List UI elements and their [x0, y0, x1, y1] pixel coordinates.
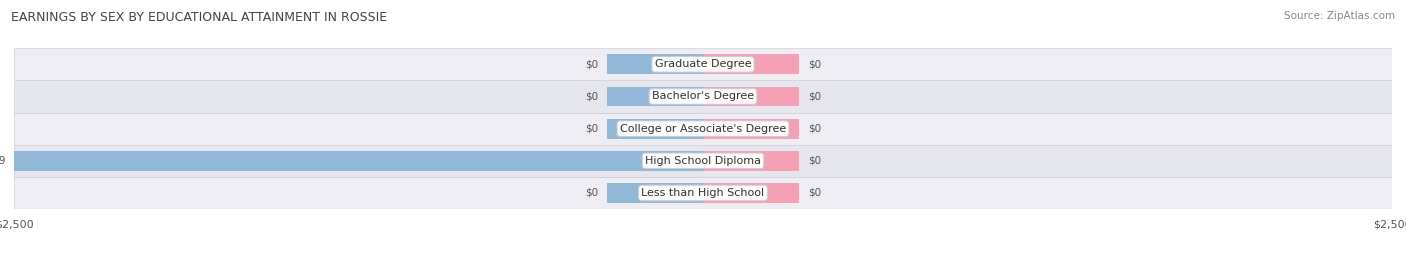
Text: $0: $0 [807, 91, 821, 102]
Text: Graduate Degree: Graduate Degree [655, 59, 751, 69]
Bar [606, 87, 703, 106]
Bar [14, 177, 1392, 209]
Text: $0: $0 [807, 59, 821, 69]
Text: $0: $0 [807, 156, 821, 166]
Legend: Male, Female: Male, Female [630, 263, 776, 268]
Text: $0: $0 [585, 91, 599, 102]
Text: $0: $0 [807, 188, 821, 198]
Text: Source: ZipAtlas.com: Source: ZipAtlas.com [1284, 11, 1395, 21]
Text: High School Diploma: High School Diploma [645, 156, 761, 166]
Bar [14, 113, 1392, 145]
Text: Less than High School: Less than High School [641, 188, 765, 198]
Bar [703, 151, 800, 171]
Bar [606, 54, 703, 74]
Text: $0: $0 [585, 188, 599, 198]
Text: Bachelor's Degree: Bachelor's Degree [652, 91, 754, 102]
Text: $0: $0 [807, 124, 821, 134]
Bar [606, 183, 703, 203]
Bar [14, 145, 1392, 177]
Text: $0: $0 [585, 124, 599, 134]
Bar [703, 54, 800, 74]
Text: $0: $0 [585, 59, 599, 69]
Text: $2,499: $2,499 [0, 156, 6, 166]
Bar [606, 119, 703, 139]
Bar [703, 183, 800, 203]
Text: EARNINGS BY SEX BY EDUCATIONAL ATTAINMENT IN ROSSIE: EARNINGS BY SEX BY EDUCATIONAL ATTAINMEN… [11, 11, 388, 24]
Bar [14, 151, 703, 171]
Text: College or Associate's Degree: College or Associate's Degree [620, 124, 786, 134]
Bar [14, 48, 1392, 80]
Bar [703, 87, 800, 106]
Bar [14, 80, 1392, 113]
Bar [703, 119, 800, 139]
